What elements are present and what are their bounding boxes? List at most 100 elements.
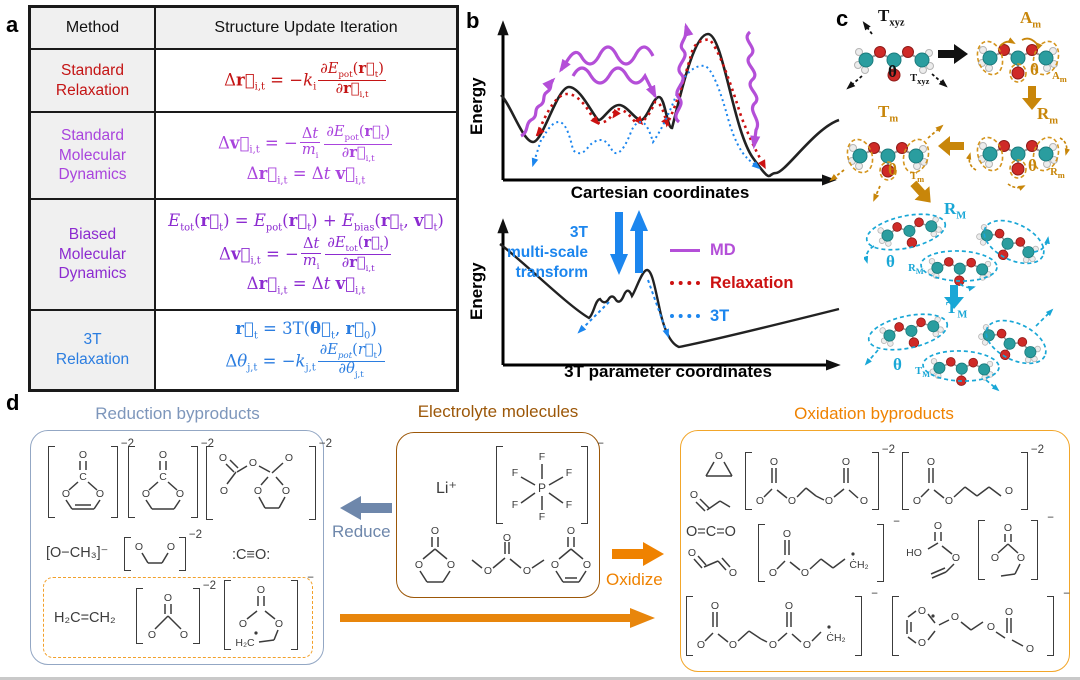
svg-text:O: O	[842, 456, 850, 468]
svg-text:O: O	[219, 452, 227, 464]
svg-text:O: O	[1004, 522, 1012, 534]
svg-text:O: O	[135, 541, 143, 553]
mol-vinylene-carbonate: O O O	[551, 525, 591, 583]
arrow-rm-to-tm	[938, 136, 964, 156]
svg-text:O: O	[913, 495, 921, 507]
svg-text:O: O	[523, 565, 531, 577]
equation: Δθj,t = −kj,t ∂Epot(r⃗t) ∂θj,t	[225, 341, 385, 380]
svg-text:O: O	[756, 495, 764, 507]
legend-item-3t: 3T	[670, 306, 793, 326]
svg-text:O: O	[987, 621, 995, 633]
svg-text:O: O	[1005, 485, 1013, 497]
svg-text:O: O	[1017, 552, 1025, 564]
svg-text:P: P	[538, 481, 546, 495]
legend-label: Relaxation	[710, 273, 794, 292]
svg-text:O: O	[945, 495, 953, 507]
svg-text:F: F	[539, 511, 545, 523]
svg-text:O: O	[788, 495, 796, 507]
molecule-state-am	[976, 37, 1060, 83]
label-rM: RM	[944, 199, 967, 222]
svg-text:O: O	[275, 618, 283, 630]
svg-text:O: O	[783, 528, 791, 540]
svg-text:O: O	[62, 488, 70, 500]
method-3t-relaxation: 3T Relaxation	[30, 310, 155, 390]
svg-text:O: O	[164, 592, 172, 604]
label-tM: TM	[946, 298, 968, 321]
svg-text:O: O	[447, 559, 455, 571]
svg-text:O: O	[415, 559, 423, 571]
svg-text:O: O	[1005, 606, 1013, 618]
table-header-structure: Structure Update Iteration	[155, 7, 457, 49]
panel-letter-a: a	[6, 12, 19, 37]
svg-text:O: O	[484, 565, 492, 577]
energy-landscape-cartesian-plot	[497, 20, 840, 186]
mol-ethylene-dioxide-dianion: O O −2	[124, 529, 202, 571]
top-plot-xlabel: Cartesian coordinates	[570, 183, 750, 202]
plot-legend: MD Relaxation 3T	[670, 240, 793, 326]
mol-oxirane: O	[705, 450, 733, 477]
molecule-state-rm	[965, 136, 1071, 191]
md-wavy-arrows	[520, 22, 761, 150]
method-standard-md: Standard Molecular Dynamics	[30, 112, 155, 199]
svg-text:O: O	[583, 559, 591, 571]
bottom-plot-xlabel: 3T parameter coordinates	[564, 362, 772, 381]
svg-text:O: O	[142, 488, 150, 500]
svg-text:O: O	[952, 552, 960, 564]
mol-ethylene-biscarbonate-dianion: O O O O O O −2	[745, 444, 895, 510]
svg-text:C: C	[159, 471, 167, 483]
svg-text:F: F	[512, 499, 518, 511]
oxidize-label: Oxidize	[606, 570, 663, 589]
reduction-title: Reduction byproducts	[95, 404, 260, 423]
svg-text:O: O	[769, 567, 777, 579]
mol-carbon-monoxide: :C≡O:	[232, 547, 271, 563]
svg-text:F: F	[566, 467, 572, 479]
equations-biased-md: Etot(r⃗t) = Epot(r⃗t) + Ebias(r⃗t, v⃗t) …	[155, 199, 457, 310]
svg-text:O: O	[1026, 643, 1034, 655]
equation: Δr⃗i,t = Δt v⃗i,t	[246, 274, 366, 297]
legend-item-relaxation: Relaxation	[670, 273, 793, 293]
svg-text:O: O	[567, 525, 575, 537]
svg-text:O: O	[254, 485, 262, 497]
label-rm: Rm	[1037, 104, 1059, 127]
md-line-swatch	[670, 248, 700, 252]
svg-text:HO: HO	[906, 547, 922, 559]
svg-text:O: O	[148, 629, 156, 641]
svg-text:O: O	[918, 637, 926, 649]
relaxation-line-swatch	[670, 281, 700, 285]
svg-text:O: O	[282, 485, 290, 497]
equation: Δv⃗i,t = − Δt mi ∂Epot(r⃗t) ∂r⃗i,t	[217, 123, 393, 164]
label-theta-txyz: θ⃗Txyz	[888, 62, 930, 87]
svg-text:O: O	[690, 489, 698, 501]
reduce-arrow	[340, 496, 392, 520]
svg-text:O: O	[249, 457, 257, 469]
svg-text:ĊH₂: ĊH₂	[849, 558, 868, 571]
equation: Etot(r⃗t) = Epot(r⃗t) + Ebias(r⃗t, v⃗t)	[168, 211, 444, 234]
equation: Δr⃗i,t = Δt v⃗i,t	[246, 163, 366, 187]
reduction-to-oxidation-arrow	[340, 608, 655, 628]
svg-text:O: O	[697, 639, 705, 651]
svg-text:O: O	[96, 488, 104, 500]
method-standard-relaxation: Standard Relaxation	[30, 49, 155, 112]
panel-letter-b: b	[466, 8, 480, 33]
svg-text:O: O	[991, 552, 999, 564]
svg-text:O: O	[431, 525, 439, 537]
arrow-am-to-rm	[1022, 86, 1042, 110]
sei-products-dashed-box	[43, 577, 313, 658]
svg-text:O: O	[927, 456, 935, 468]
svg-text:O: O	[551, 559, 559, 571]
mol-biscarbonate-radical-anion: O O O O O O ĊH₂ −	[686, 588, 878, 656]
svg-text:O: O	[934, 520, 942, 532]
label-theta-am: θ⃗Am	[1030, 60, 1067, 85]
molecule-state-tM	[864, 308, 1054, 392]
equations-3t-relaxation: r⃗t = 3T(θ⃗t, r⃗0) Δθj,t = −kj,t ∂Epot(r⃗…	[155, 310, 457, 390]
label-theta-tm: θ⃗Tm	[888, 160, 925, 185]
svg-text:F: F	[539, 451, 545, 463]
legend-label: 3T	[710, 306, 730, 325]
svg-text:O: O	[769, 639, 777, 651]
mol-methoxide: [O−CH₃]⁻	[46, 545, 109, 561]
